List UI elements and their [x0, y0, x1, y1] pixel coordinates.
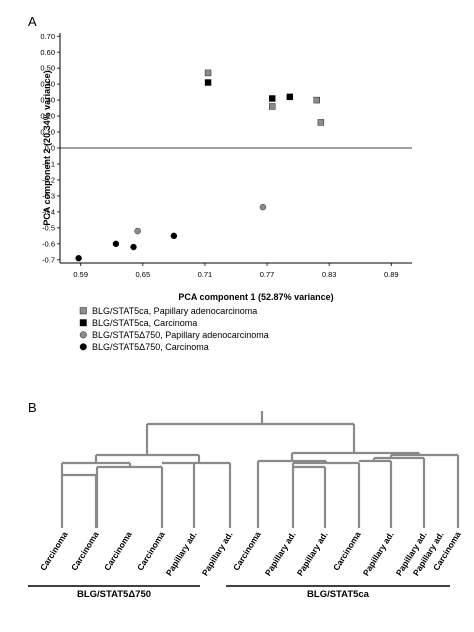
data-point-square	[204, 79, 212, 86]
dendrogram: Carcinoma Carcinoma Carcinoma CarcinomaPapi…	[28, 411, 463, 600]
group-label: BLG/STAT5Δ750	[77, 589, 151, 600]
x-tick-label: 0.83	[322, 270, 337, 279]
data-point-circle	[130, 243, 137, 251]
data-point-square	[269, 103, 276, 110]
legend-entry-label: BLG/STAT5ca, Carcinoma	[92, 318, 197, 328]
dendrogram-leaf-label: Papillary ad.	[263, 530, 298, 578]
dendrogram-leaf-label: Carcinoma	[69, 530, 101, 573]
dendrogram-leaf-label: Papillary ad.	[200, 530, 235, 578]
x-tick-label: 0.59	[73, 270, 88, 279]
y-tick-label: 0.40	[40, 80, 55, 89]
dendrogram-leaf-label: Papillary ad.	[295, 530, 330, 578]
y-tick-label: -0.7	[42, 255, 55, 264]
dendrogram-leaf-label: Papillary ad.	[164, 530, 199, 578]
dendrogram-leaf-label: Papillary ad.	[361, 530, 396, 578]
legend-entry-label: BLG/STAT5Δ750, Papillary adenocarcinoma	[92, 330, 269, 340]
data-point-square	[317, 119, 325, 126]
x-tick-label: 0.71	[198, 270, 213, 279]
y-tick-label: 0.0	[45, 144, 55, 153]
data-point-square	[204, 69, 212, 77]
data-point-square	[286, 93, 294, 101]
data-point-circle	[170, 232, 178, 240]
data-point-square	[313, 96, 320, 104]
data-point-circle	[134, 227, 141, 235]
data-point-circle	[75, 255, 82, 262]
y-tick-label: 0.30	[40, 96, 55, 105]
y-tick-label: -0.3	[42, 192, 55, 201]
y-tick-label: -0.5	[42, 223, 55, 232]
y-tick-label: 0.70	[40, 32, 55, 41]
pca-scatter-plot: 0.70 0.60 0.50 0.40 0.30 0.20 0.10 0.0 -0.1 -0.2 -…	[40, 32, 412, 302]
legend: BLG/STAT5ca, Papillary adenocarcinoma BLG…	[79, 306, 269, 352]
data-point-circle	[259, 203, 267, 211]
legend-swatch-circle	[79, 343, 87, 351]
dendrogram-leaf-label: Carcinoma	[102, 530, 134, 573]
x-axis-label: PCA component 1 (52.87% variance)	[178, 292, 333, 302]
y-tick-label: -0.6	[42, 239, 55, 248]
legend-entry-label: BLG/STAT5Δ750, Carcinoma	[92, 342, 209, 352]
data-point-square	[269, 95, 276, 102]
dendrogram-leaf-label: Carcinoma	[38, 530, 70, 573]
dendrogram-leaf-label: Carcinoma	[231, 530, 263, 573]
legend-swatch-square	[79, 307, 87, 315]
panel-label-a: A	[28, 14, 37, 29]
legend-swatch-square	[79, 319, 87, 327]
y-tick-label: -0.4	[42, 207, 55, 216]
legend-swatch-circle	[79, 331, 87, 339]
x-tick-label: 0.65	[136, 270, 151, 279]
y-tick-label: 0.50	[40, 64, 55, 73]
dendrogram-leaf-label: Carcinoma	[135, 530, 167, 573]
y-axis-label: PCA component 2 (20.34% variance)	[42, 70, 52, 225]
data-point-circle	[112, 240, 120, 248]
y-tick-label: -0.1	[42, 160, 55, 169]
y-tick-label: 0.10	[40, 128, 55, 137]
y-tick-label: 0.60	[40, 48, 55, 57]
panel-label-b: B	[28, 400, 37, 415]
x-tick-label: 0.77	[260, 270, 275, 279]
group-label: BLG/STAT5ca	[307, 589, 370, 600]
y-tick-label: -0.2	[42, 176, 55, 185]
y-tick-label: 0.20	[40, 112, 55, 121]
legend-entry-label: BLG/STAT5ca, Papillary adenocarcinoma	[92, 306, 257, 316]
dendrogram-leaf-label: Carcinoma	[331, 530, 363, 573]
x-tick-label: 0.89	[384, 270, 399, 279]
